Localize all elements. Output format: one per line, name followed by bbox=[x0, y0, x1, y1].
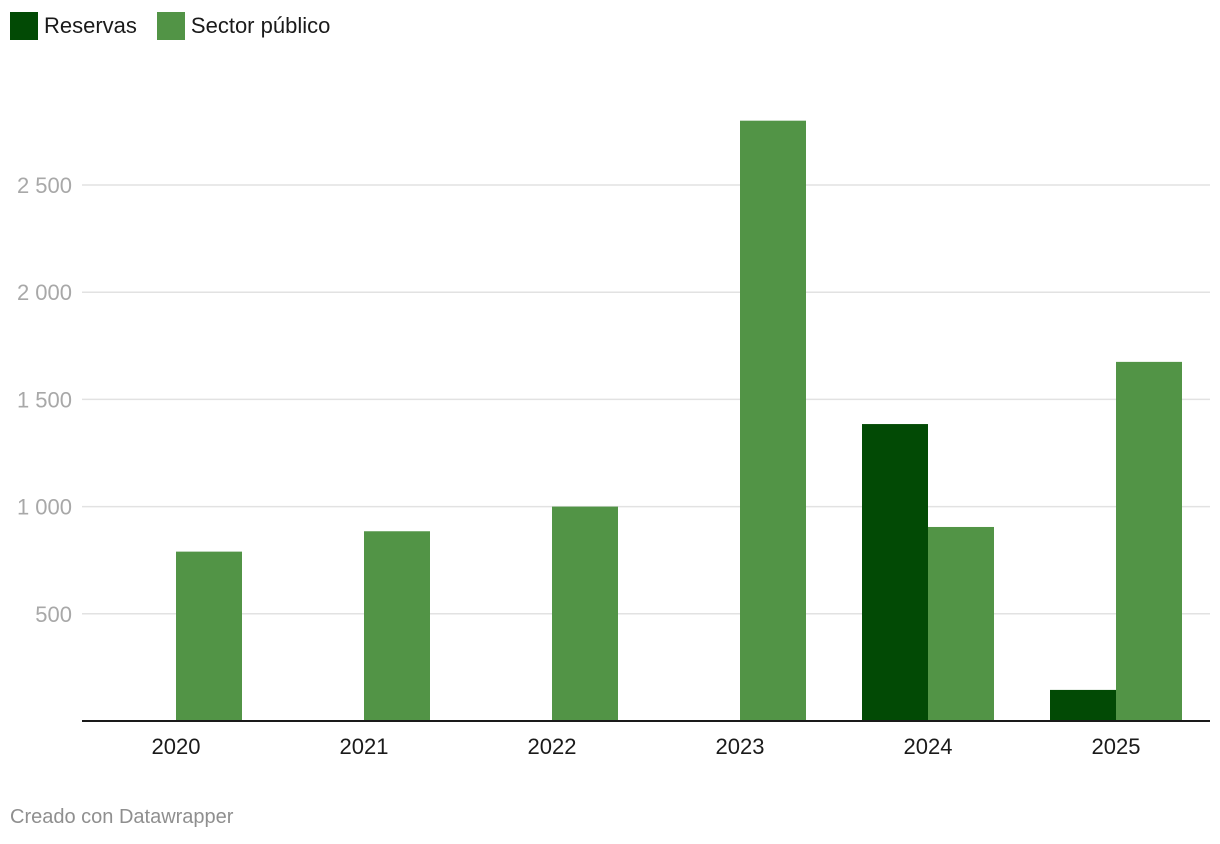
bar-sector-publico-2023 bbox=[740, 120, 806, 722]
bar-sector-publico-2024 bbox=[928, 526, 994, 721]
legend-item-sector-publico: Sector público bbox=[156, 12, 331, 40]
x-axis-labels: 2020 2021 2022 2023 2024 2025 bbox=[152, 734, 1141, 759]
y-tick-label-1500: 1 500 bbox=[17, 387, 72, 412]
x-tick-label-2022: 2022 bbox=[528, 734, 577, 759]
legend-label-sector-publico: Sector público bbox=[190, 13, 331, 38]
y-tick-label-500: 500 bbox=[35, 602, 72, 627]
x-tick-label-2024: 2024 bbox=[904, 734, 953, 759]
y-tick-label-1000: 1 000 bbox=[17, 495, 72, 520]
gridlines bbox=[82, 184, 1210, 615]
x-tick-label-2023: 2023 bbox=[716, 734, 765, 759]
y-tick-label-2500: 2 500 bbox=[17, 173, 72, 198]
bar-sector-publico-2022 bbox=[552, 506, 618, 721]
y-tick-label-2000: 2 000 bbox=[17, 280, 72, 305]
legend-swatch-reservas bbox=[10, 12, 38, 40]
legend-swatch-sector-publico bbox=[156, 12, 185, 40]
bar-reservas-2025 bbox=[1050, 689, 1116, 721]
x-tick-label-2020: 2020 bbox=[152, 734, 201, 759]
legend-item-reservas: Reservas bbox=[10, 12, 137, 40]
bar-sector-publico-2021 bbox=[364, 531, 430, 721]
x-tick-label-2021: 2021 bbox=[340, 734, 389, 759]
bar-reservas-2024 bbox=[862, 424, 928, 721]
footer-credit: Creado con Datawrapper bbox=[10, 806, 234, 828]
legend-label-reservas: Reservas bbox=[44, 13, 137, 38]
bars bbox=[176, 120, 1182, 722]
bar-sector-publico-2020 bbox=[176, 551, 242, 721]
y-axis-labels: 500 1 000 1 500 2 000 2 500 bbox=[17, 173, 72, 627]
bar-sector-publico-2025 bbox=[1116, 361, 1182, 721]
x-tick-label-2025: 2025 bbox=[1092, 734, 1141, 759]
chart-legend: Reservas Sector público bbox=[10, 12, 330, 40]
